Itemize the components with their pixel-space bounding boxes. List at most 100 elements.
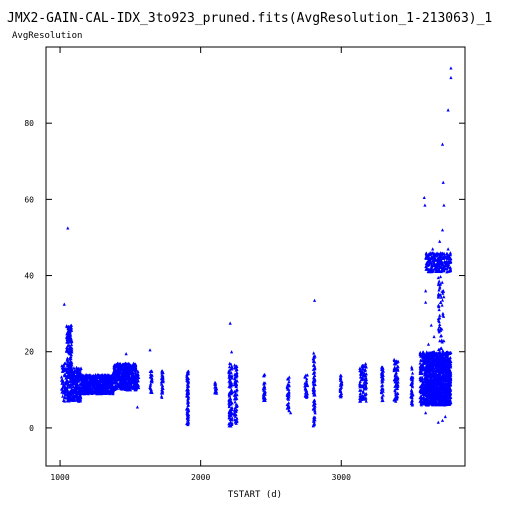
data-point [66,226,70,230]
data-point [133,365,137,369]
data-point [230,390,234,395]
data-point [99,378,103,382]
data-point [79,383,83,387]
data-point [442,295,446,299]
data-point [229,350,234,354]
data-point [101,380,105,384]
data-point [436,420,440,424]
data-point [96,379,100,383]
data-point [409,401,413,406]
data-point [426,400,430,405]
data-point [429,375,433,380]
data-point [263,398,267,402]
data-point [161,378,165,382]
data-point [424,382,428,386]
data-point [148,385,152,389]
data-point [426,267,430,271]
data-point [263,381,267,385]
data-point [135,381,139,386]
data-point [311,407,315,411]
data-point [65,349,69,353]
data-point [120,373,124,377]
data-point [75,376,79,380]
data-point [447,255,452,259]
data-point [117,384,122,388]
data-point [449,359,453,364]
data-point [313,354,317,358]
data-point [313,377,317,381]
data-point [428,378,432,382]
data-point [262,374,266,378]
data-point [303,375,307,379]
data-point [395,386,400,390]
data-point [61,383,66,387]
data-point [424,411,428,415]
data-point [97,381,101,386]
data-point [447,367,451,371]
data-point [233,372,237,376]
data-point [150,377,154,381]
data-point [233,375,237,379]
data-point [446,378,450,382]
data-point [127,373,131,378]
data-point [448,268,452,273]
data-point [93,385,97,389]
data-point [439,328,443,332]
data-point [116,382,120,386]
data-point [444,355,448,359]
data-point [392,357,396,361]
data-point [434,376,438,381]
data-point [363,368,367,373]
data-point [68,345,72,349]
data-point [186,403,190,407]
data-point [446,357,451,361]
data-point [127,365,131,369]
data-point [227,416,231,420]
data-point [131,380,135,384]
data-point [185,416,189,420]
data-point [434,268,439,272]
data-point [311,390,315,394]
data-point [435,388,439,392]
data-point [419,354,423,358]
data-point [148,375,153,379]
data-point [427,392,432,397]
data-point [428,259,432,263]
data-point [235,373,239,377]
data-point [61,391,66,395]
data-point [68,334,72,338]
data-point [436,401,441,405]
data-point [305,383,310,388]
data-point [229,402,233,406]
data-point [438,239,442,243]
data-point [228,420,232,424]
data-point [185,413,190,417]
data-point [232,382,237,386]
data-point [228,376,232,381]
data-point [71,398,75,402]
data-point [381,383,385,387]
data-point [444,368,449,372]
data-point [312,359,316,363]
data-point [358,366,362,370]
data-point [124,372,129,376]
data-point [106,385,110,389]
data-point [59,375,64,379]
data-point [436,357,440,361]
data-point [419,395,424,399]
data-point [117,367,121,371]
data-point [110,373,115,377]
data-point [80,376,84,381]
data-point [426,397,430,401]
data-point [119,381,123,385]
data-point [443,414,447,419]
data-point [379,389,384,393]
data-point [303,391,308,395]
data-point [233,406,237,410]
data-point [235,418,239,423]
data-point [79,380,84,384]
data-point [313,370,317,374]
data-point [227,374,232,378]
data-point [441,262,445,266]
data-point [124,374,128,378]
